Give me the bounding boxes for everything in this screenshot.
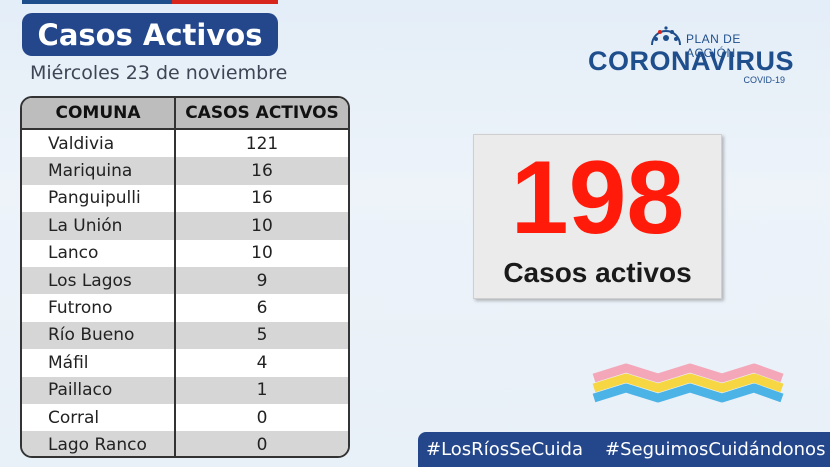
table-row: Corral 0 bbox=[22, 403, 348, 432]
header-comuna: COMUNA bbox=[22, 98, 176, 130]
decorative-waves bbox=[592, 363, 784, 403]
hashtag-banner: #LosRíosSeCuida #SeguimosCuidándonos bbox=[418, 432, 830, 467]
casos-cell: 9 bbox=[175, 266, 348, 295]
comuna-cell: Paillaco bbox=[22, 376, 176, 404]
comuna-cell: Máfil bbox=[22, 349, 176, 377]
logo-main-text: CORONAVIRUS bbox=[588, 46, 795, 76]
coronavirus-plan-logo: PLAN DE ACCIÓN CORONAVIRUS COVID-19 bbox=[586, 22, 795, 92]
comuna-cell: Valdivia bbox=[22, 129, 176, 158]
casos-cell: 0 bbox=[175, 403, 348, 432]
casos-cell: 16 bbox=[175, 184, 348, 213]
hashtag-seguimos: #SeguimosCuidándonos bbox=[605, 439, 826, 460]
total-active-cases-card: 198 Casos activos bbox=[473, 134, 722, 299]
comuna-cell: La Unión bbox=[22, 212, 176, 240]
table-row: Panguipulli 16 bbox=[22, 184, 348, 213]
comuna-cell: Corral bbox=[22, 403, 176, 432]
total-active-cases-number: 198 bbox=[510, 140, 685, 256]
casos-cell: 121 bbox=[175, 129, 348, 158]
page-title: Casos Activos bbox=[22, 13, 278, 56]
comuna-cell: Futrono bbox=[22, 294, 176, 322]
casos-cell: 10 bbox=[175, 212, 348, 240]
table-row: Los Lagos 9 bbox=[22, 266, 348, 295]
casos-cell: 0 bbox=[175, 431, 348, 456]
casos-cell: 6 bbox=[175, 294, 348, 322]
casos-cell: 10 bbox=[175, 239, 348, 267]
casos-cell: 5 bbox=[175, 321, 348, 350]
top-accent-red bbox=[172, 0, 278, 4]
logo-plan-text: PLAN DE ACCIÓN bbox=[686, 32, 741, 60]
comuna-cell: Los Lagos bbox=[22, 266, 176, 295]
table-row: Máfil 4 bbox=[22, 349, 348, 377]
report-date: Miércoles 23 de noviembre bbox=[30, 62, 288, 84]
casos-cell: 1 bbox=[175, 376, 348, 404]
comuna-cell: Lago Ranco bbox=[22, 431, 176, 456]
casos-cell: 4 bbox=[175, 349, 348, 377]
table-row: Mariquina 16 bbox=[22, 157, 348, 185]
table-row: Paillaco 1 bbox=[22, 376, 348, 404]
logo-sub-text: COVID-19 bbox=[743, 75, 785, 85]
hashtag-los-rios: #LosRíosSeCuida bbox=[426, 439, 584, 460]
comuna-cell: Lanco bbox=[22, 239, 176, 267]
casos-cell: 16 bbox=[175, 157, 348, 185]
cases-table: COMUNA CASOS ACTIVOS Valdivia 121 Mariqui… bbox=[20, 96, 350, 458]
comuna-cell: Río Bueno bbox=[22, 321, 176, 350]
comuna-cell: Mariquina bbox=[22, 157, 176, 185]
table-row: Valdivia 121 bbox=[22, 129, 348, 158]
table-row: Lago Ranco 0 bbox=[22, 431, 348, 456]
header-casos-activos: CASOS ACTIVOS bbox=[175, 98, 348, 130]
table-header-row: COMUNA CASOS ACTIVOS bbox=[22, 98, 348, 130]
top-accent-blue bbox=[22, 0, 172, 4]
total-active-cases-label: Casos activos bbox=[503, 257, 692, 288]
table-row: La Unión 10 bbox=[22, 212, 348, 240]
comuna-cell: Panguipulli bbox=[22, 184, 176, 213]
virus-icon bbox=[651, 26, 681, 46]
table-row: Río Bueno 5 bbox=[22, 321, 348, 350]
table-row: Futrono 6 bbox=[22, 294, 348, 322]
table-row: Lanco 10 bbox=[22, 239, 348, 267]
